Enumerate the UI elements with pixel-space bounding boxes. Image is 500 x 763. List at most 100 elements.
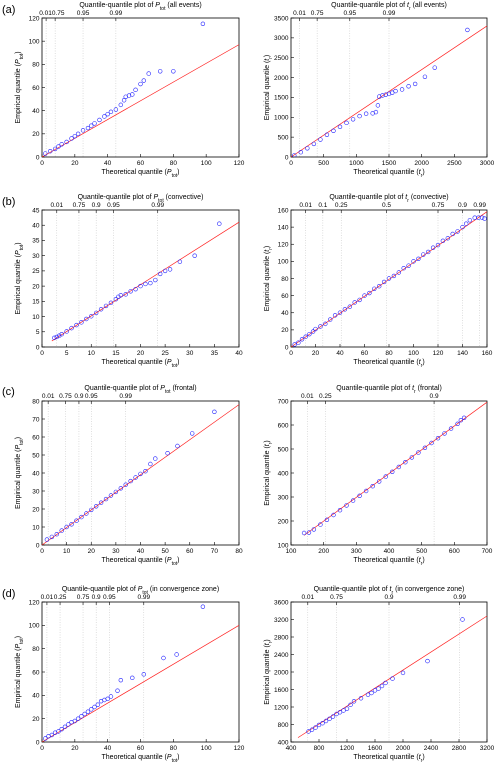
y-tick-label: 2500: [274, 55, 289, 62]
y-tick-label: 35: [32, 238, 40, 245]
data-point: [141, 78, 146, 83]
data-point: [370, 484, 375, 489]
probability-tick-label: 0.01: [41, 594, 54, 601]
x-tick-label: 80: [170, 745, 178, 752]
data-point: [113, 489, 119, 495]
y-tick-label: 10: [32, 314, 40, 321]
y-axis-label: Empirical quantile (Ptot): [15, 437, 25, 509]
x-tick-label: 20: [137, 350, 145, 357]
x-tick-label: 20: [88, 548, 96, 555]
x-tick-label: 40: [336, 350, 344, 357]
data-point: [406, 84, 411, 89]
y-tick-label: 3600: [274, 599, 289, 606]
data-point: [138, 283, 143, 289]
data-point: [79, 320, 84, 325]
x-tick-label: 120: [234, 160, 245, 167]
data-point: [305, 146, 310, 151]
plot-title: Quantile-quantile plot of Ptot (convecti…: [78, 194, 204, 204]
data-point: [69, 325, 74, 331]
y-tick-label: 80: [281, 276, 289, 283]
data-point: [89, 314, 94, 319]
x-tick-label: 80: [235, 548, 243, 555]
data-point: [200, 21, 206, 26]
y-tick-label: 160: [278, 207, 289, 214]
x-tick-label: 120: [234, 745, 245, 752]
y-axis-label: Empirical quantile (Ptot): [15, 636, 25, 708]
data-point: [59, 528, 64, 533]
probability-tick-label: 0.75: [77, 594, 90, 601]
y-tick-label: 700: [278, 398, 289, 405]
data-point: [82, 711, 87, 717]
y-tick-label: 1200: [274, 704, 289, 711]
data-point: [323, 718, 329, 724]
data-point: [380, 93, 385, 98]
y-tick-label: 40: [32, 693, 40, 700]
data-point: [54, 334, 59, 340]
data-point: [435, 436, 441, 441]
data-point: [167, 267, 173, 272]
data-point: [386, 276, 392, 281]
x-tick-label: 30: [186, 350, 194, 357]
x-tick-label: 0: [40, 350, 44, 357]
probability-tick-label: 0.9: [92, 594, 101, 601]
data-point: [318, 522, 323, 527]
x-axis-label: Theoretical quantile (Ptot): [102, 359, 180, 369]
data-point: [390, 676, 395, 681]
x-tick-label: 25: [162, 350, 170, 357]
y-tick-label: 100: [278, 542, 289, 549]
data-point: [118, 293, 124, 298]
data-point: [54, 531, 59, 537]
data-point: [102, 114, 107, 119]
data-point: [153, 456, 158, 461]
y-axis-label: Empirical quantile (Ptot): [15, 51, 25, 123]
data-point: [292, 153, 297, 157]
probability-tick-label: 0.01: [299, 202, 312, 209]
data-point: [130, 92, 135, 97]
data-point: [344, 120, 349, 126]
y-axis-label: Empirical quantile (Ptot): [15, 242, 25, 314]
x-tick-label: 0: [40, 548, 44, 555]
data-point: [396, 270, 401, 275]
data-point: [341, 708, 346, 713]
data-point: [171, 69, 176, 74]
y-tick-label: 60: [32, 669, 40, 676]
data-point: [416, 256, 421, 262]
data-point: [80, 128, 86, 133]
data-point: [75, 131, 81, 137]
x-tick-label: 20: [312, 350, 320, 357]
x-tick-label: 3000: [480, 160, 495, 167]
data-point: [89, 507, 94, 513]
data-point: [56, 144, 61, 149]
x-tick-label: 2400: [424, 745, 439, 752]
reference-line: [42, 625, 239, 742]
panel-letter: (a): [2, 4, 15, 16]
data-point: [105, 111, 110, 117]
data-point: [146, 71, 151, 76]
data-point: [108, 300, 114, 306]
probability-tick-label: 0.99: [110, 10, 123, 17]
data-point: [217, 221, 222, 226]
data-point: [108, 109, 114, 115]
data-point: [158, 69, 163, 74]
x-tick-label: 60: [186, 548, 194, 555]
qq-plot-4: 0.01 0.1 0.25 0.5 0.75 0.9 0.99 0 20 40 60 80 100 120…: [264, 194, 493, 369]
y-tick-label: 10: [32, 524, 40, 531]
plot-title: Quantile-quantile plot of Ptot (frontal): [84, 385, 196, 395]
data-point: [377, 479, 382, 484]
reference-line: [291, 25, 487, 157]
data-point: [334, 711, 339, 717]
data-point: [401, 266, 406, 271]
data-point: [363, 111, 369, 116]
data-point: [123, 292, 128, 297]
data-point: [59, 142, 64, 147]
data-point: [352, 300, 357, 305]
x-tick-label: 2500: [447, 160, 462, 167]
data-point: [482, 216, 487, 221]
x-tick-label: 160: [482, 350, 493, 357]
y-axis-label: Empirical quantile (tr): [264, 440, 274, 506]
probability-tick-label: 0.99: [473, 202, 486, 209]
x-axis-label: Theoretical quantile (tr): [353, 169, 424, 179]
x-tick-label: 1500: [382, 160, 397, 167]
data-point: [344, 706, 350, 711]
data-point: [162, 268, 168, 274]
